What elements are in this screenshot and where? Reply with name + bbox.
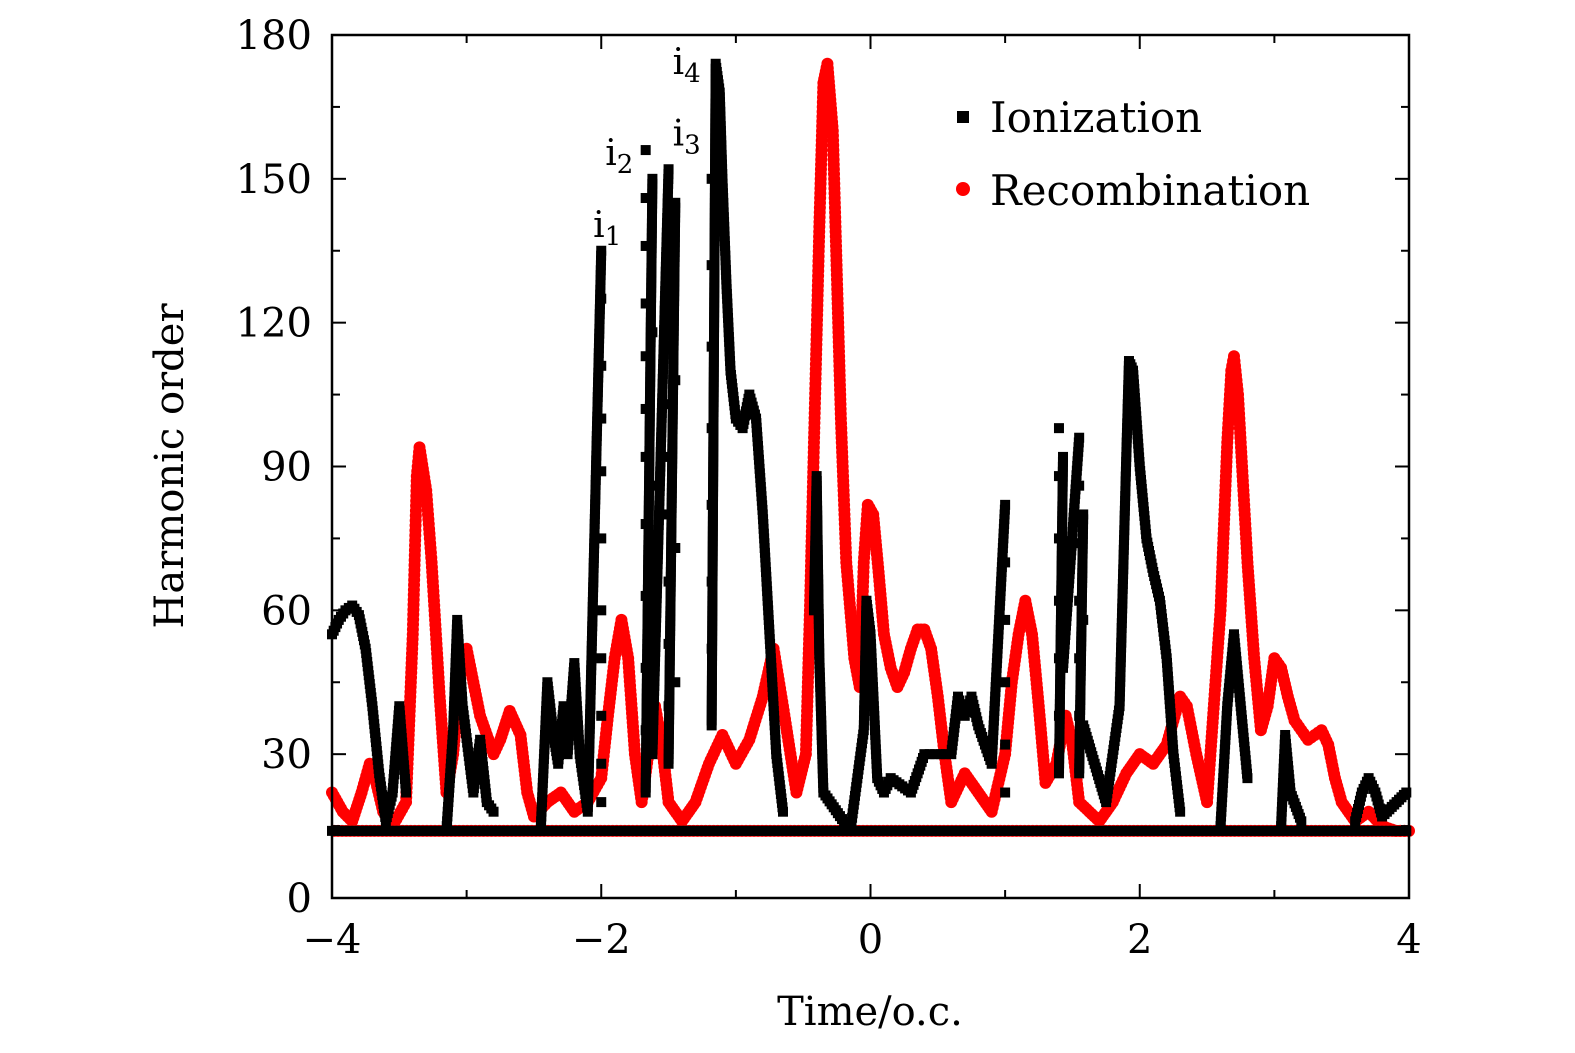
x-tick-label: 0 (858, 917, 883, 963)
ionization-point (596, 653, 607, 664)
y-tick-label: 180 (236, 13, 312, 59)
legend-marker-ionization (957, 111, 969, 123)
series-recombination-layer (326, 57, 1415, 837)
x-tick-label: 4 (1396, 917, 1421, 963)
ionization-point (640, 193, 651, 204)
ionization-point (1000, 614, 1011, 625)
tick-labels-layer: −4 −2 0 2 4 0 30 60 90 120 150 180 (236, 13, 1422, 963)
legend: Ionization Recombination (956, 93, 1310, 215)
y-tick-label: 120 (236, 301, 312, 347)
ionization-point (1074, 432, 1085, 443)
series-ionization-layer (327, 58, 1412, 836)
ionization-point (1078, 509, 1089, 520)
y-tick-label: 30 (261, 732, 312, 778)
ionization-point (596, 245, 607, 256)
legend-label-recombination: Recombination (990, 166, 1310, 215)
ionization-trace-point (935, 749, 946, 760)
peak-label-1: i1 (593, 205, 621, 252)
ionization-point (670, 677, 681, 688)
peak-annotations: i1 i2 i3 i4 (593, 42, 700, 252)
ionization-point (596, 533, 607, 544)
ionization-point (596, 710, 607, 721)
y-tick-label: 150 (236, 157, 312, 203)
ionization-point (401, 787, 412, 798)
ionization-point (1058, 557, 1069, 568)
ionization-point (663, 279, 674, 290)
peak-label-3: i3 (673, 114, 701, 161)
legend-label-ionization: Ionization (990, 93, 1202, 142)
peak-label-2: i2 (605, 133, 633, 180)
peak-label-4: i4 (673, 42, 701, 89)
ionization-point (1074, 480, 1085, 491)
ionization-point (777, 806, 788, 817)
ionization-point (663, 164, 674, 175)
ionization-point (1000, 499, 1011, 510)
ionization-point (596, 293, 607, 304)
x-axis-title: Time/o.c. (777, 989, 963, 1035)
y-tick-label: 90 (261, 445, 312, 491)
ionization-point (670, 543, 681, 554)
ionization-point (647, 480, 658, 491)
y-axis-title: Harmonic order (147, 303, 193, 629)
ionization-point (640, 240, 651, 251)
ionization-point (596, 758, 607, 769)
x-tick-label: −4 (303, 917, 362, 963)
x-tick-label: 2 (1127, 917, 1152, 963)
ionization-point (596, 413, 607, 424)
ionization-point (596, 605, 607, 616)
ionization-point (640, 298, 651, 309)
ionization-point (596, 797, 607, 808)
ionization-trace-point (924, 749, 935, 760)
ionization-point (596, 360, 607, 371)
legend-marker-recombination (956, 182, 970, 196)
ionization-point (640, 145, 651, 156)
ionization-trace-point (930, 749, 941, 760)
ionization-point (1078, 614, 1089, 625)
ionization-point (1000, 557, 1011, 568)
ionization-point (1242, 773, 1253, 784)
ticks-layer (331, 34, 1410, 899)
ionization-point (488, 806, 499, 817)
ionization-point (663, 221, 674, 232)
ionization-point (1000, 739, 1011, 750)
ionization-point (1175, 806, 1186, 817)
ionization-point (1000, 787, 1011, 798)
y-tick-label: 60 (261, 588, 312, 634)
ionization-point (1296, 816, 1307, 827)
ionization-point (1053, 423, 1064, 434)
ionization-point (647, 173, 658, 184)
ionization-point (1000, 677, 1011, 688)
y-tick-label: 0 (287, 876, 312, 922)
ionization-trace-point (940, 749, 951, 760)
ionization-point (670, 197, 681, 208)
ionization-point (647, 327, 658, 338)
ionization-point (1058, 451, 1069, 462)
ionization-point (670, 375, 681, 386)
ionization-point (919, 749, 930, 760)
x-tick-label: −2 (572, 917, 631, 963)
ionization-point (596, 466, 607, 477)
ionization-baseline-point (1401, 825, 1412, 836)
ionization-point (1401, 787, 1412, 798)
